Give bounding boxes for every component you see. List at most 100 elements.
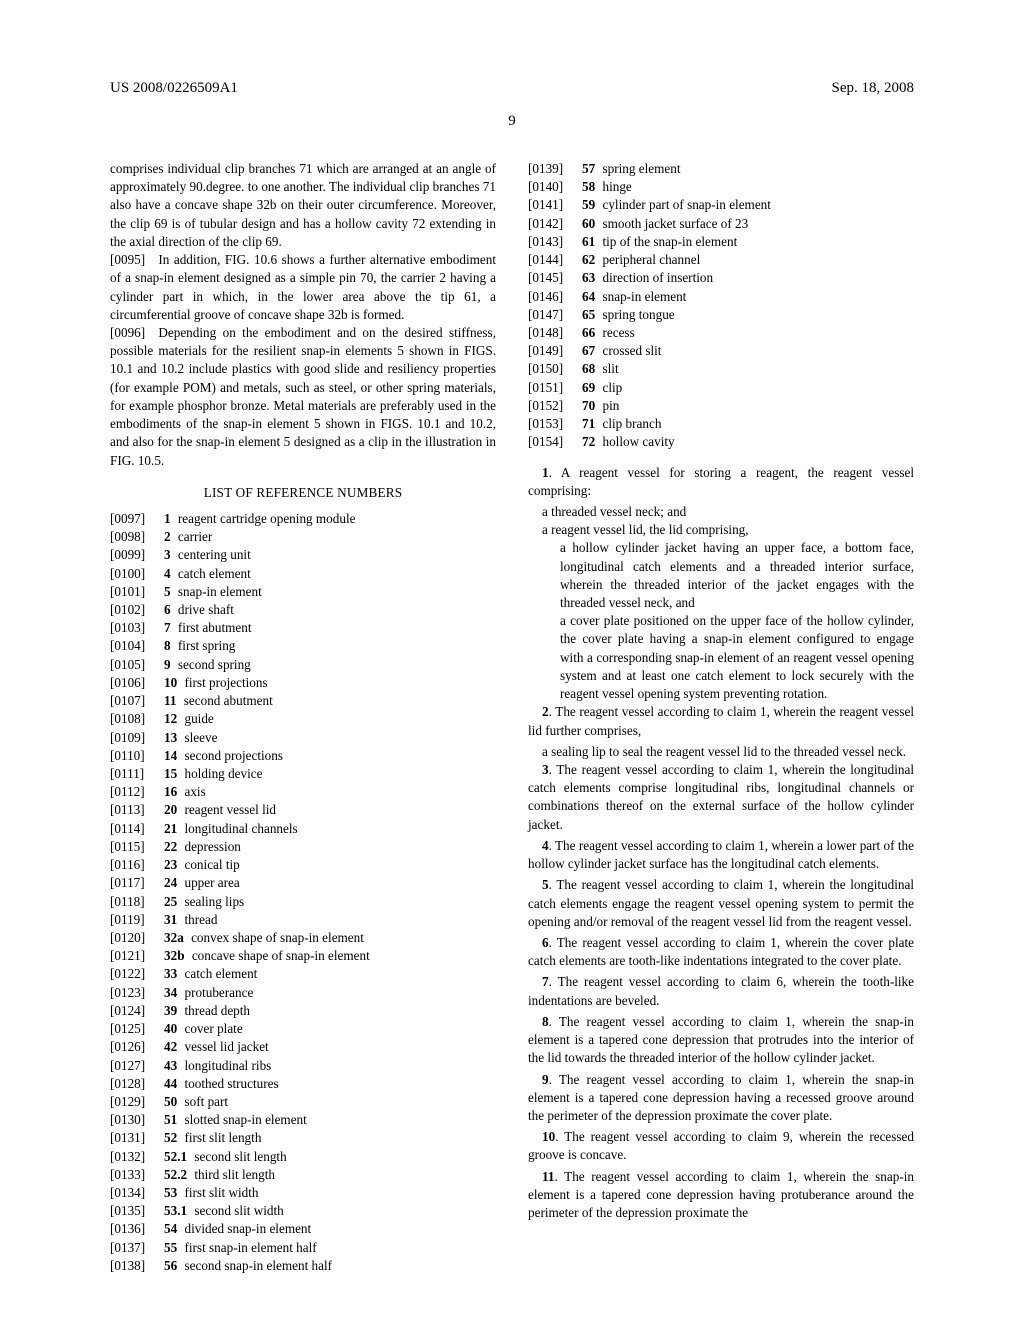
- reference-item: [0104]8 first spring: [110, 637, 496, 655]
- ref-number: [0136]: [110, 1220, 164, 1238]
- ref-text: 64 snap-in element: [582, 288, 686, 306]
- ref-text: 23 conical tip: [164, 856, 240, 874]
- ref-text: 12 guide: [164, 710, 214, 728]
- claim-10: 10. The reagent vessel according to clai…: [528, 1128, 914, 1164]
- reference-item: [0125]40 cover plate: [110, 1020, 496, 1038]
- reference-item: [0103]7 first abutment: [110, 619, 496, 637]
- claim-4: 4. The reagent vessel according to claim…: [528, 837, 914, 873]
- ref-text: 11 second abutment: [164, 692, 273, 710]
- ref-text: 56 second snap-in element half: [164, 1257, 332, 1275]
- ref-number: [0141]: [528, 196, 582, 214]
- ref-number: [0124]: [110, 1002, 164, 1020]
- reference-item: [0135]53.1 second slit width: [110, 1202, 496, 1220]
- ref-text: 32b concave shape of snap-in element: [164, 947, 370, 965]
- claim-1-sub2: a cover plate positioned on the upper fa…: [528, 612, 914, 703]
- ref-text: 57 spring element: [582, 160, 681, 178]
- ref-text: 58 hinge: [582, 178, 632, 196]
- ref-number: [0148]: [528, 324, 582, 342]
- reference-item: [0118]25 sealing lips: [110, 893, 496, 911]
- ref-number: [0142]: [528, 215, 582, 233]
- ref-text: 60 smooth jacket surface of 23: [582, 215, 748, 233]
- reference-item: [0141]59 cylinder part of snap-in elemen…: [528, 196, 914, 214]
- claim-5: 5. The reagent vessel according to claim…: [528, 876, 914, 931]
- ref-number: [0137]: [110, 1239, 164, 1257]
- ref-number: [0135]: [110, 1202, 164, 1220]
- ref-number: [0113]: [110, 801, 164, 819]
- ref-text: 24 upper area: [164, 874, 240, 892]
- ref-text: 55 first snap-in element half: [164, 1239, 317, 1257]
- ref-text: 61 tip of the snap-in element: [582, 233, 737, 251]
- reference-item: [0142]60 smooth jacket surface of 23: [528, 215, 914, 233]
- ref-text: 8 first spring: [164, 637, 235, 655]
- ref-number: [0120]: [110, 929, 164, 947]
- reference-item: [0147]65 spring tongue: [528, 306, 914, 324]
- reference-item: [0108]12 guide: [110, 710, 496, 728]
- ref-number: [0125]: [110, 1020, 164, 1038]
- claim-8: 8. The reagent vessel according to claim…: [528, 1013, 914, 1068]
- ref-number: [0114]: [110, 820, 164, 838]
- ref-text: 13 sleeve: [164, 729, 217, 747]
- ref-number: [0115]: [110, 838, 164, 856]
- ref-number: [0130]: [110, 1111, 164, 1129]
- ref-number: [0144]: [528, 251, 582, 269]
- reference-item: [0129]50 soft part: [110, 1093, 496, 1111]
- patent-page: US 2008/0226509A1 Sep. 18, 2008 9 compri…: [0, 0, 1024, 1320]
- ref-number: [0146]: [528, 288, 582, 306]
- reference-item: [0145]63 direction of insertion: [528, 269, 914, 287]
- ref-number: [0101]: [110, 583, 164, 601]
- ref-number: [0134]: [110, 1184, 164, 1202]
- reference-item: [0137]55 first snap-in element half: [110, 1239, 496, 1257]
- reference-item: [0138]56 second snap-in element half: [110, 1257, 496, 1275]
- reference-item: [0153]71 clip branch: [528, 415, 914, 433]
- ref-text: 32a convex shape of snap-in element: [164, 929, 364, 947]
- ref-text: 50 soft part: [164, 1093, 228, 1111]
- reference-item: [0120]32a convex shape of snap-in elemen…: [110, 929, 496, 947]
- ref-text: 68 slit: [582, 360, 619, 378]
- ref-number: [0151]: [528, 379, 582, 397]
- ref-text: 7 first abutment: [164, 619, 252, 637]
- ref-number: [0110]: [110, 747, 164, 765]
- claim-9: 9. The reagent vessel according to claim…: [528, 1071, 914, 1126]
- right-column: [0139]57 spring element[0140]58 hinge[01…: [528, 160, 914, 1275]
- ref-text: 52 first slit length: [164, 1129, 261, 1147]
- ref-text: 43 longitudinal ribs: [164, 1057, 271, 1075]
- ref-text: 52.1 second slit length: [164, 1148, 287, 1166]
- ref-number: [0102]: [110, 601, 164, 619]
- ref-text: 33 catch element: [164, 965, 257, 983]
- reference-list-right: [0139]57 spring element[0140]58 hinge[01…: [528, 160, 914, 452]
- reference-item: [0098]2 carrier: [110, 528, 496, 546]
- ref-number: [0127]: [110, 1057, 164, 1075]
- ref-text: 15 holding device: [164, 765, 263, 783]
- claim-1-sub2: a hollow cylinder jacket having an upper…: [528, 539, 914, 612]
- reference-item: [0126]42 vessel lid jacket: [110, 1038, 496, 1056]
- ref-number: [0106]: [110, 674, 164, 692]
- ref-number: [0152]: [528, 397, 582, 415]
- ref-number: [0111]: [110, 765, 164, 783]
- reference-item: [0134]53 first slit width: [110, 1184, 496, 1202]
- reference-item: [0140]58 hinge: [528, 178, 914, 196]
- ref-text: 53.1 second slit width: [164, 1202, 284, 1220]
- ref-text: 1 reagent cartridge opening module: [164, 510, 355, 528]
- page-header: US 2008/0226509A1 Sep. 18, 2008: [110, 80, 914, 97]
- ref-text: 4 catch element: [164, 565, 251, 583]
- paragraph-0095: [0095] In addition, FIG. 10.6 shows a fu…: [110, 251, 496, 324]
- claim-6: 6. The reagent vessel according to claim…: [528, 934, 914, 970]
- paragraph: comprises individual clip branches 71 wh…: [110, 160, 496, 251]
- ref-number: [0122]: [110, 965, 164, 983]
- ref-number: [0108]: [110, 710, 164, 728]
- ref-text: 54 divided snap-in element: [164, 1220, 311, 1238]
- ref-text: 20 reagent vessel lid: [164, 801, 276, 819]
- ref-text: 21 longitudinal channels: [164, 820, 298, 838]
- reference-item: [0150]68 slit: [528, 360, 914, 378]
- ref-text: 5 snap-in element: [164, 583, 262, 601]
- publication-date: Sep. 18, 2008: [832, 80, 915, 97]
- ref-text: 66 recess: [582, 324, 635, 342]
- ref-text: 22 depression: [164, 838, 241, 856]
- ref-text: 3 centering unit: [164, 546, 251, 564]
- paragraph-0096: [0096] Depending on the embodiment and o…: [110, 324, 496, 470]
- ref-number: [0099]: [110, 546, 164, 564]
- reference-item: [0131]52 first slit length: [110, 1129, 496, 1147]
- publication-number: US 2008/0226509A1: [110, 80, 238, 97]
- claim-1-sub: a threaded vessel neck; and: [528, 503, 914, 521]
- ref-number: [0132]: [110, 1148, 164, 1166]
